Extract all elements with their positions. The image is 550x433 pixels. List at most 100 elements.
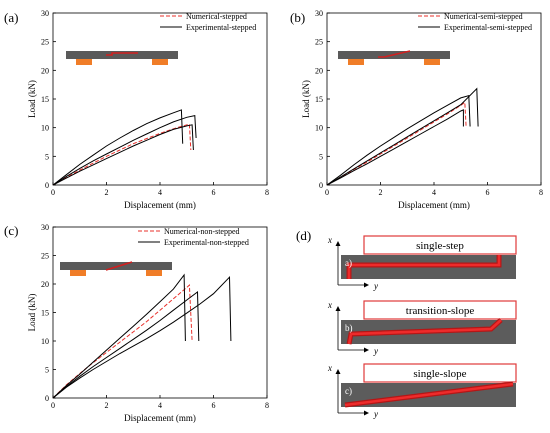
inset-support-right bbox=[424, 59, 440, 65]
axis-y-label: y bbox=[373, 346, 378, 356]
y-tick-label: 15 bbox=[41, 309, 49, 318]
inset-support-right bbox=[152, 59, 168, 65]
x-tick-label: 0 bbox=[325, 188, 329, 197]
config-title-box bbox=[363, 363, 517, 383]
y-tick-label: 25 bbox=[315, 38, 323, 47]
legend-entry: Numerical-non-stepped bbox=[164, 227, 240, 236]
series-line-1 bbox=[52, 273, 186, 399]
y-tick-label: 10 bbox=[41, 337, 49, 346]
y-tick-label: 25 bbox=[41, 252, 49, 261]
axis-y-label: y bbox=[373, 281, 378, 291]
series-line-1 bbox=[326, 94, 471, 186]
legend: Numerical-stepped Experimental-stepped bbox=[160, 12, 256, 32]
axis-x-label: x bbox=[327, 235, 332, 245]
x-axis-label: Displacement (mm) bbox=[124, 413, 196, 423]
inset-support-right bbox=[146, 270, 162, 276]
y-tick-label: 15 bbox=[41, 95, 49, 104]
x-tick-label: 8 bbox=[539, 188, 543, 197]
y-tick-label: 0 bbox=[45, 394, 49, 403]
legend-entry: Experimental-stepped bbox=[186, 23, 256, 32]
inset-plate bbox=[60, 262, 172, 270]
x-tick-label: 4 bbox=[158, 188, 162, 197]
config-title: single-step bbox=[416, 240, 464, 252]
chart-panel-2: 0 2 4 6 8 0 5 10 15 20 25 30 Displacement (mm) Load (… bbox=[4, 223, 269, 423]
panel-label: (d) bbox=[296, 228, 311, 243]
series-line-1 bbox=[52, 109, 184, 186]
panel-label: (a) bbox=[4, 10, 18, 25]
y-tick-label: 15 bbox=[315, 95, 323, 104]
config-adhesive bbox=[344, 382, 514, 407]
axis-y-arrow bbox=[364, 410, 369, 416]
x-axis-label: Displacement (mm) bbox=[398, 200, 470, 210]
x-tick-label: 4 bbox=[432, 188, 436, 197]
series-line-2 bbox=[52, 291, 200, 399]
x-tick-label: 2 bbox=[105, 188, 109, 197]
axis-x-arrow bbox=[335, 369, 341, 374]
x-tick-label: 2 bbox=[105, 401, 109, 410]
legend-entry: Numerical-stepped bbox=[186, 12, 247, 21]
series-line-3 bbox=[326, 109, 464, 186]
x-tick-label: 0 bbox=[51, 188, 55, 197]
y-tick-label: 5 bbox=[45, 366, 49, 375]
y-tick-label: 0 bbox=[45, 181, 49, 190]
y-tick-label: 0 bbox=[319, 181, 323, 190]
y-tick-label: 30 bbox=[41, 223, 49, 232]
x-tick-label: 4 bbox=[158, 401, 162, 410]
chart-panel-0: 0 2 4 6 8 0 5 10 15 20 25 30 Displacement (mm) Load (… bbox=[4, 9, 269, 210]
plot-frame bbox=[326, 12, 542, 186]
axis-x-label: x bbox=[327, 300, 332, 310]
config-adhesive bbox=[347, 255, 501, 279]
axis-x-arrow bbox=[335, 241, 341, 246]
legend: Numerical-non-stepped Experimental-non-st… bbox=[138, 227, 249, 247]
axis-x-arrow bbox=[335, 306, 341, 311]
series-line-3 bbox=[52, 275, 232, 399]
config-step: single-step a) x y bbox=[327, 235, 517, 291]
x-tick-label: 0 bbox=[51, 401, 55, 410]
panel-label: (b) bbox=[290, 10, 305, 25]
series-line-2 bbox=[52, 114, 197, 186]
y-tick-label: 20 bbox=[41, 66, 49, 75]
y-axis-label: Load (kN) bbox=[27, 294, 37, 332]
legend-entry: Experimental-non-stepped bbox=[164, 238, 249, 247]
config-adhesive bbox=[347, 319, 502, 345]
y-tick-label: 30 bbox=[41, 9, 49, 18]
axis-y-arrow bbox=[364, 282, 369, 288]
config-title-box bbox=[363, 235, 517, 255]
axis-x-label: x bbox=[327, 363, 332, 373]
series-line-2 bbox=[326, 87, 479, 186]
series-line-0 bbox=[326, 101, 467, 186]
config-title: transition-slope bbox=[406, 305, 475, 317]
inset-plate bbox=[66, 51, 178, 59]
y-tick-label: 20 bbox=[41, 280, 49, 289]
y-tick-label: 5 bbox=[45, 152, 49, 161]
x-tick-label: 8 bbox=[265, 401, 269, 410]
inset-adhesive-line bbox=[378, 50, 411, 58]
y-tick-label: 5 bbox=[319, 152, 323, 161]
config-title: single-slope bbox=[413, 368, 466, 380]
y-tick-label: 10 bbox=[41, 124, 49, 133]
config-tag: c) bbox=[345, 386, 352, 396]
x-axis-label: Displacement (mm) bbox=[124, 200, 196, 210]
x-tick-label: 6 bbox=[212, 188, 216, 197]
y-tick-label: 25 bbox=[41, 38, 49, 47]
x-tick-label: 6 bbox=[486, 188, 490, 197]
panel-d: (d)single-stepa)xytransition-slopeb)xysi… bbox=[296, 228, 517, 419]
chart-panel-1: 0 2 4 6 8 0 5 10 15 20 25 30 Displacement (mm) Load (… bbox=[290, 9, 543, 210]
y-axis-label: Load (kN) bbox=[27, 80, 37, 118]
y-axis-label: Load (kN) bbox=[301, 80, 311, 118]
inset-adhesive-line bbox=[106, 52, 138, 56]
inset-support-left bbox=[76, 59, 92, 65]
axis-y-arrow bbox=[364, 347, 369, 353]
config-title-box bbox=[363, 300, 517, 320]
plot-frame bbox=[52, 12, 268, 186]
legend-entry: Numerical-semi-stepped bbox=[444, 12, 523, 21]
y-tick-label: 20 bbox=[315, 66, 323, 75]
y-tick-label: 10 bbox=[315, 124, 323, 133]
x-tick-label: 8 bbox=[265, 188, 269, 197]
config-slope: single-slope c) x y bbox=[327, 363, 517, 419]
inset-adhesive-line bbox=[105, 261, 133, 271]
x-tick-label: 2 bbox=[379, 188, 383, 197]
config-tag: a) bbox=[345, 258, 352, 268]
series-line-0 bbox=[52, 123, 192, 186]
